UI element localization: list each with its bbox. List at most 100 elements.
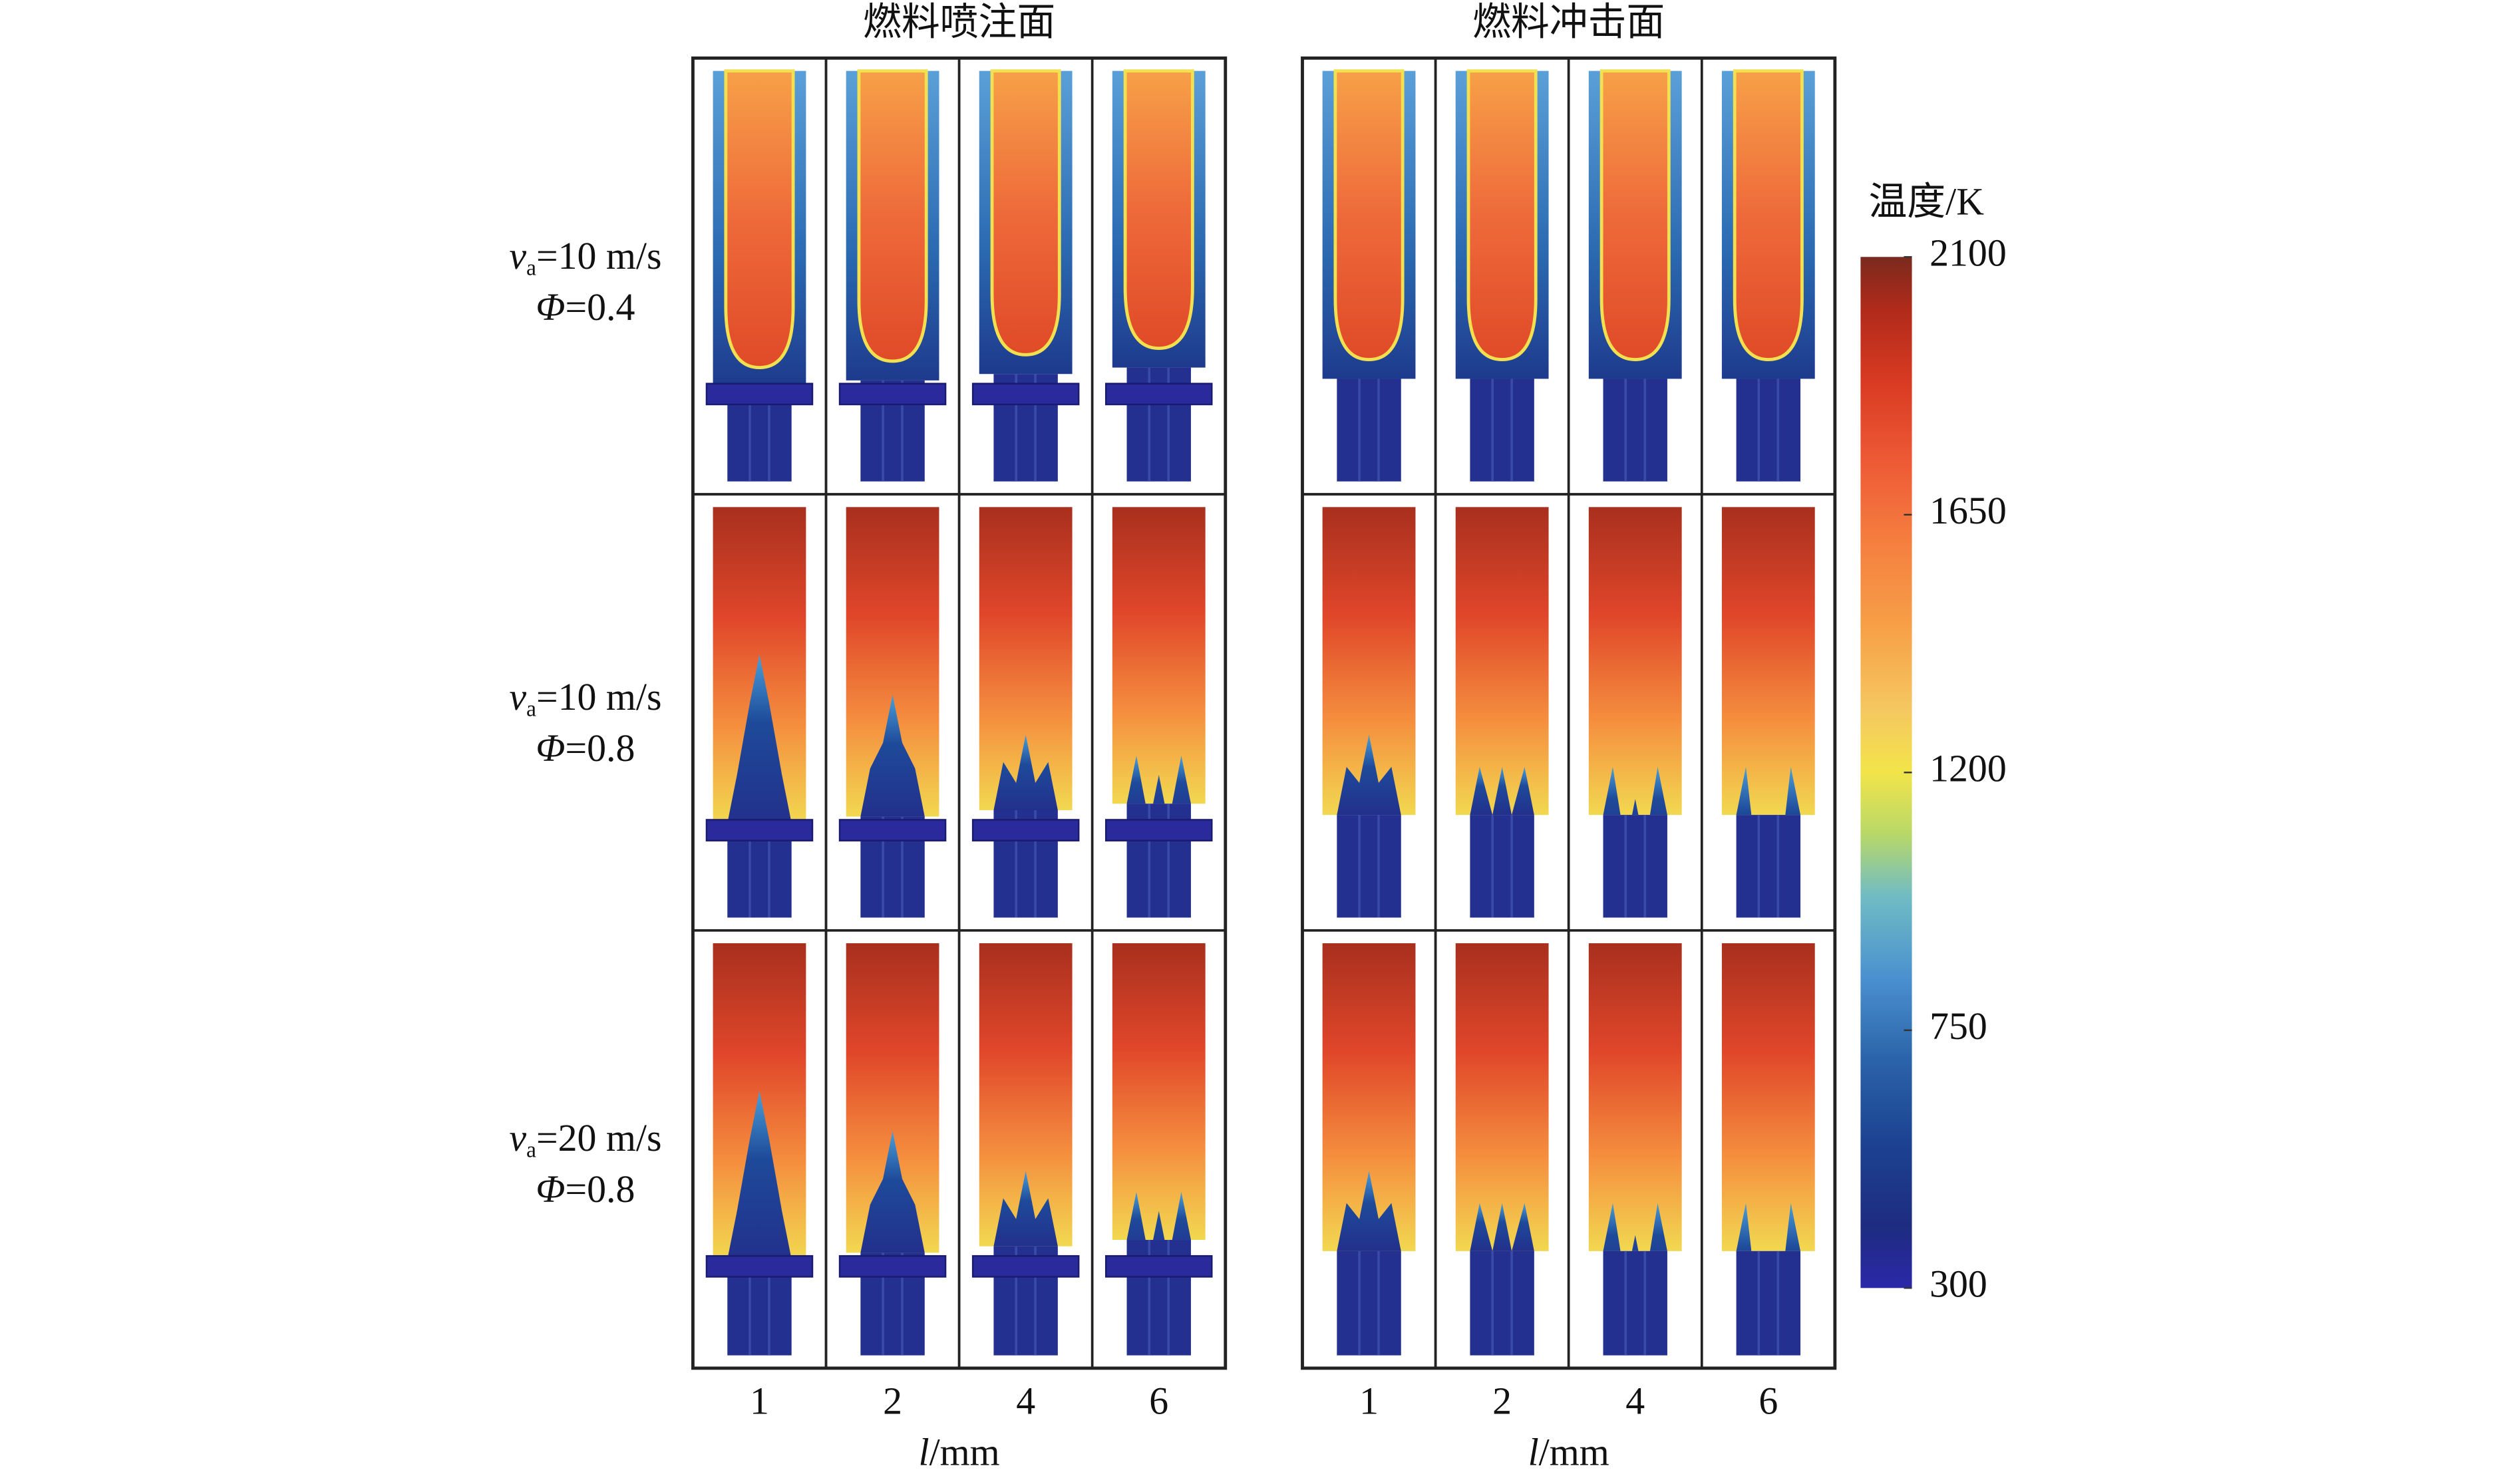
contour-cell [1301, 929, 1437, 1370]
contour-cell [824, 929, 961, 1370]
panel-title: 燃料喷注面 [863, 0, 1055, 43]
contour-cell [1700, 57, 1836, 496]
tube [1455, 943, 1549, 1251]
colorbar-tick-label: 750 [1929, 1004, 1987, 1048]
cold-jet [1603, 766, 1667, 847]
row-label-velocity: va=10 m/s [509, 675, 661, 721]
contour-cell [1090, 493, 1227, 932]
colorbar-tick-label: 1200 [1929, 747, 2007, 790]
tube [1588, 507, 1682, 816]
stem [1470, 378, 1534, 482]
velocity-subscript: a [526, 696, 536, 721]
stem [1736, 815, 1801, 918]
contour-cell [1434, 57, 1570, 496]
flame-core [990, 69, 1061, 357]
axis-variable: l [1528, 1431, 1539, 1474]
flange [838, 819, 947, 841]
x-tick-label: 6 [1759, 1380, 1778, 1423]
row-label-ratio: Φ=0.8 [536, 1167, 635, 1211]
colorbar-title: 温度/K [1868, 180, 1984, 223]
panel-frame [691, 56, 1228, 1370]
contour-cell [957, 57, 1094, 496]
stem [1337, 815, 1401, 918]
colorbar-tick-label: 1650 [1929, 489, 2007, 532]
flange [705, 1255, 814, 1278]
velocity-subscript: a [526, 1137, 536, 1162]
flame-core [1333, 69, 1405, 361]
stem [1603, 378, 1667, 482]
flange [971, 1255, 1080, 1278]
cold-jet [993, 1171, 1058, 1247]
row-label-velocity: va=20 m/s [509, 1116, 661, 1162]
cold-jet [1470, 766, 1534, 816]
cold-jet [727, 1090, 792, 1259]
tube [1112, 507, 1206, 804]
contour-cell [1301, 57, 1437, 496]
panel-title: 燃料冲击面 [1472, 0, 1665, 43]
contour-cell [1567, 57, 1703, 496]
row-label-ratio: Φ=0.8 [536, 726, 635, 770]
stem [1736, 378, 1801, 482]
contour-cell [691, 493, 828, 932]
flame-core [1733, 69, 1804, 361]
tube [1721, 507, 1815, 816]
velocity-symbol: v [509, 234, 526, 277]
velocity-value: =10 m/s [536, 234, 662, 277]
flame-core [1599, 69, 1671, 361]
row-label-velocity: va=10 m/s [509, 234, 661, 280]
x-tick-label: 4 [1625, 1380, 1645, 1423]
contour-cell [691, 929, 828, 1370]
cold-jet [1126, 1191, 1191, 1259]
flange [971, 382, 1080, 406]
contour-cell [824, 493, 961, 932]
cold-jet [1126, 755, 1191, 823]
contour-cell [1567, 929, 1703, 1370]
tube [1588, 943, 1682, 1251]
stem [1470, 1251, 1534, 1356]
contour-cell [824, 57, 961, 496]
row-label-ratio: Φ=0.4 [536, 286, 635, 329]
colorbar-tick-label: 300 [1929, 1262, 1987, 1306]
ratio-symbol: Φ [536, 1167, 565, 1211]
ratio-symbol: Φ [536, 286, 565, 329]
colorbar-tick-label: 2100 [1929, 231, 2007, 275]
x-tick-label: 2 [883, 1380, 902, 1423]
ratio-symbol: Φ [536, 726, 565, 770]
flange [971, 819, 1080, 841]
contour-cell [1700, 493, 1836, 932]
stem [1736, 1251, 1801, 1356]
x-tick-label: 1 [1359, 1380, 1379, 1423]
flange [838, 382, 947, 406]
contour-cell [957, 929, 1094, 1370]
cold-jet [1603, 1203, 1667, 1284]
stem [1470, 815, 1534, 918]
axis-unit: /mm [929, 1431, 1000, 1474]
flame-core [857, 69, 928, 363]
cold-jet [860, 694, 925, 817]
cold-jet [1470, 1203, 1534, 1251]
x-axis-label: l/mm [1528, 1431, 1609, 1474]
velocity-value: =10 m/s [536, 675, 662, 718]
contour-cell [1567, 493, 1703, 932]
cold-jet [993, 734, 1058, 810]
stem [1337, 378, 1401, 482]
stem [1603, 815, 1667, 918]
contour-cell [1090, 929, 1227, 1370]
flame-core [724, 69, 795, 370]
contour-cell [691, 57, 828, 496]
velocity-symbol: v [509, 675, 526, 718]
cold-jet [1337, 1171, 1401, 1251]
ratio-value: =0.8 [565, 726, 635, 770]
ratio-value: =0.4 [565, 286, 635, 329]
contour-grid [691, 57, 1836, 1370]
x-axis-label: l/mm [919, 1431, 1000, 1474]
flame-core [1466, 69, 1538, 361]
flange [838, 1255, 947, 1278]
contour-cell [1301, 493, 1437, 932]
axis-variable: l [919, 1431, 929, 1474]
contour-cell [1090, 57, 1227, 496]
flange [1104, 1255, 1213, 1278]
cold-jet [860, 1131, 925, 1253]
